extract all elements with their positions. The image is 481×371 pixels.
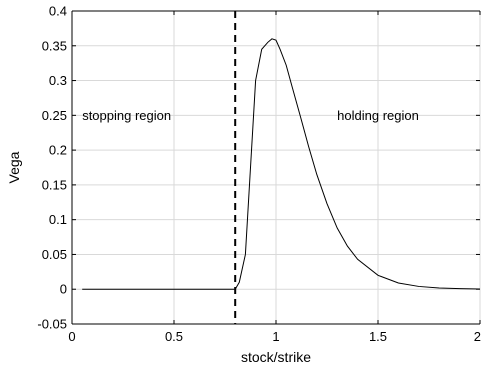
- y-tick-label: 0.4: [49, 4, 67, 19]
- y-tick-label: 0.1: [49, 212, 67, 227]
- annotation-holding-region: holding region: [337, 108, 419, 123]
- x-tick-label: 0: [68, 329, 75, 344]
- x-tick-label: 2: [474, 329, 481, 344]
- tick-labels: 0 0.5 1 1.5 2-0.0500.050.10.150.20.250.30.35…: [37, 4, 481, 345]
- x-tick-label: 1: [272, 329, 279, 344]
- y-tick-label: 0.35: [42, 38, 67, 53]
- x-tick-label: 1.5: [369, 329, 387, 344]
- annotation-stopping-region: stopping region: [82, 108, 171, 123]
- y-tick-label: 0.15: [42, 177, 67, 192]
- series-line-0: [82, 38, 481, 290]
- series-lines: [82, 38, 481, 290]
- y-tick-label: -0.05: [37, 317, 67, 332]
- axes: [71, 10, 481, 325]
- y-axis-label: Vega: [6, 151, 22, 183]
- y-tick-label: 0.25: [42, 108, 67, 123]
- y-tick-label: 0.3: [49, 73, 67, 88]
- y-tick-label: 0.2: [49, 143, 67, 158]
- y-tick-label: 0.05: [42, 247, 67, 262]
- y-tick-label: 0: [60, 282, 67, 297]
- x-axis-label: stock/strike: [241, 349, 311, 365]
- x-tick-label: 0.5: [165, 329, 183, 344]
